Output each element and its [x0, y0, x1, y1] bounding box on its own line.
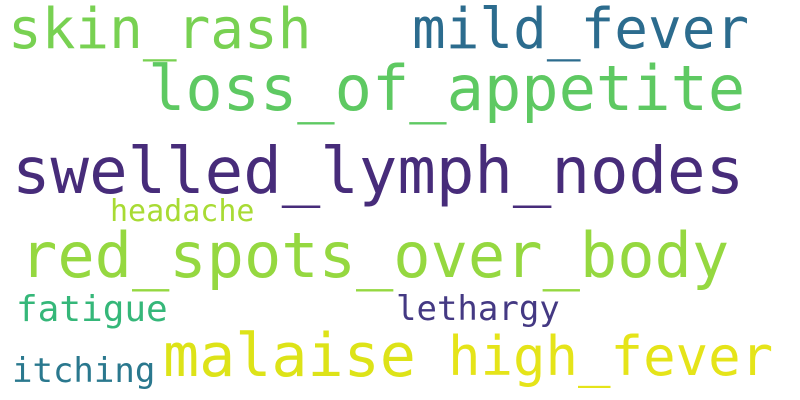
word-itching: itching: [12, 351, 156, 391]
word-high-fever: high_fever: [448, 325, 774, 388]
word-mild-fever: mild_fever: [412, 0, 750, 62]
word-red-spots-over-body: red_spots_over_body: [20, 219, 730, 292]
word-skin-rash: skin_rash: [8, 0, 312, 62]
word-headache: headache: [110, 194, 255, 229]
word-fatigue: fatigue: [16, 289, 168, 330]
word-lethargy: lethargy: [396, 289, 560, 329]
word-malaise: malaise: [163, 321, 416, 391]
word-swelled-lymph-nodes: swelled_lymph_nodes: [12, 135, 745, 209]
word-loss-of-appetite: loss_of_appetite: [148, 52, 746, 125]
